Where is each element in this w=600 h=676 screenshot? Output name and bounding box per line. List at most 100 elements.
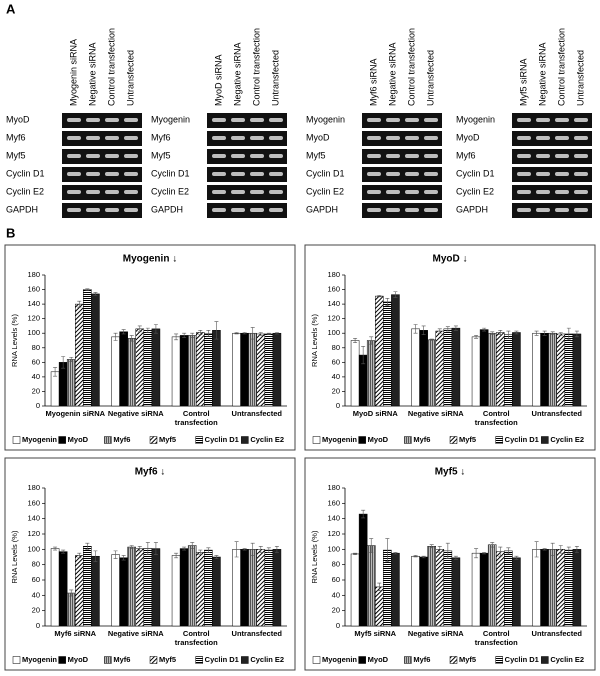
gel-band — [517, 118, 531, 122]
error-bar — [121, 329, 126, 335]
error-bar — [474, 548, 479, 559]
gel-band — [269, 172, 283, 176]
error-bar — [234, 541, 239, 558]
error-bar — [206, 330, 211, 337]
error-bar — [198, 330, 203, 335]
gel-strip — [207, 131, 287, 146]
legend-label: Myogenin — [22, 655, 57, 664]
bar-hatch — [143, 330, 152, 406]
bar-hatch — [204, 333, 213, 406]
bar-hatch — [188, 545, 197, 626]
gel-band — [86, 190, 100, 194]
legend-hatch — [195, 436, 203, 444]
error-bar — [421, 555, 426, 559]
gel-band — [86, 118, 100, 122]
gel-band — [517, 154, 531, 158]
bar-hatch — [548, 333, 557, 406]
error-bar — [174, 552, 179, 559]
gel-band — [386, 172, 400, 176]
x-tick-label: Untransfected — [531, 629, 582, 638]
x-tick-label-box: Negative siRNA — [108, 629, 164, 638]
gel-band — [124, 208, 138, 212]
legend-swatch — [241, 656, 249, 664]
bar — [111, 554, 120, 627]
gene-label: Cyclin D1 — [306, 168, 345, 178]
gene-label: GAPDH — [456, 204, 488, 214]
gel-band — [231, 172, 245, 176]
x-tick-label: Control transfection — [474, 409, 518, 427]
gel-band — [536, 190, 550, 194]
bar-hatch — [135, 328, 144, 406]
bar — [532, 549, 541, 627]
chart-frame — [304, 244, 596, 451]
legend-label: Cyclin E2 — [250, 655, 284, 664]
x-tick-label: MyoD siRNA — [352, 409, 398, 418]
x-tick-label: Untransfected — [231, 409, 282, 418]
bar — [212, 330, 221, 407]
error-bar — [274, 332, 279, 335]
x-tick-label-box: MyoD siRNA — [352, 409, 398, 418]
legend-label: Myf5 — [459, 435, 476, 444]
gel-strip — [62, 149, 142, 164]
x-tick-label-box: Myf6 siRNA — [54, 629, 96, 638]
bar — [419, 556, 428, 627]
x-tick-label-box: Negative siRNA — [107, 409, 164, 418]
error-bar — [393, 291, 398, 298]
gel-band — [67, 172, 81, 176]
error-bar — [85, 542, 90, 550]
bar-hatch — [548, 549, 557, 626]
y-tick-label: 60 — [32, 357, 40, 366]
error-bar — [498, 546, 503, 557]
legend-hatch — [450, 656, 457, 664]
bar — [212, 556, 221, 627]
legend-hatch — [150, 656, 157, 664]
gel-band — [67, 118, 81, 122]
y-tick-label: 20 — [332, 386, 340, 395]
gel-band — [86, 136, 100, 140]
bar — [58, 551, 68, 627]
gel-band — [555, 190, 569, 194]
x-tick-label: Control transfection — [474, 629, 518, 647]
legend-label: Myf6 — [413, 435, 430, 444]
x-tick-label: Untransfected — [231, 629, 282, 638]
error-bar — [214, 555, 219, 559]
y-axis-label: RNA Levels (%) — [310, 530, 319, 583]
gel-band — [574, 208, 588, 212]
gel-strip — [62, 113, 142, 128]
legend-label: Cyclin E2 — [250, 435, 284, 444]
legend-hatch — [104, 436, 112, 444]
chart-title: MyoD ↓ — [433, 254, 468, 265]
bar — [451, 557, 461, 627]
bar-hatch — [188, 335, 197, 406]
gel-band — [574, 118, 588, 122]
error-bar — [242, 548, 247, 551]
gene-label: Myogenin — [306, 114, 345, 124]
bar-hatch — [264, 550, 273, 626]
error-bar — [242, 332, 247, 335]
y-tick-label: 140 — [27, 514, 40, 523]
x-tick-label-box: Negative siRNA — [408, 629, 464, 638]
gene-label: Myf5 — [306, 150, 326, 160]
bar — [419, 330, 428, 407]
gel-band — [212, 190, 226, 194]
bar — [179, 548, 189, 627]
legend-swatch — [58, 436, 66, 444]
bar — [240, 332, 249, 407]
bar-hatch — [427, 546, 436, 626]
gel-strip — [512, 167, 592, 182]
gel-band — [386, 118, 400, 122]
error-bar — [69, 589, 74, 597]
bar-hatch — [256, 549, 265, 626]
error-bar — [429, 544, 434, 549]
chart-title: Myogenin ↓ — [123, 254, 177, 265]
y-tick-label: 40 — [32, 372, 40, 381]
gene-label: Myf5 — [6, 150, 26, 160]
lane-label: MyoD siRNA — [213, 54, 223, 106]
error-bar — [514, 330, 519, 335]
error-bar — [514, 555, 519, 560]
gel-band — [105, 136, 119, 140]
x-tick-label: Negative siRNA — [107, 409, 164, 418]
gel-strip — [362, 185, 442, 200]
legend-label: MyoD — [68, 435, 89, 444]
bar-hatch — [83, 546, 92, 626]
